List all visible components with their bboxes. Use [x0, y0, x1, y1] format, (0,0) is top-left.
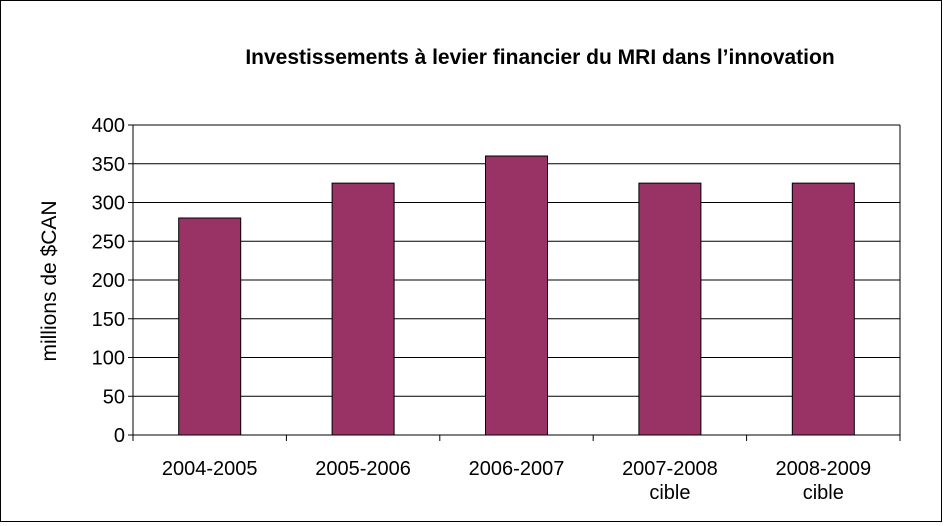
- y-axis-label: millions de $CAN: [38, 200, 61, 361]
- y-tick-label: 300: [92, 193, 125, 215]
- bar: [178, 217, 242, 436]
- chart-title: Investissements à levier financier du MR…: [245, 46, 834, 69]
- x-tick-label: 2006-2007: [469, 458, 565, 480]
- y-tick-label: 350: [92, 154, 125, 176]
- y-tick-label: 400: [92, 115, 125, 137]
- y-tick-label: 250: [92, 231, 125, 253]
- bar: [791, 182, 855, 436]
- y-tick-label: 200: [92, 270, 125, 292]
- y-tick-label: 50: [103, 386, 125, 408]
- x-tick-label: 2004-2005: [162, 458, 258, 480]
- y-tick-label: 100: [92, 348, 125, 370]
- x-tick-label: 2007-2008 cible: [622, 458, 718, 504]
- bar: [485, 155, 548, 436]
- x-tick-label: 2008-2009 cible: [775, 458, 871, 504]
- y-tick-label: 150: [92, 309, 125, 331]
- y-tick-label: 0: [114, 425, 125, 447]
- bar: [638, 182, 702, 436]
- bar: [331, 182, 395, 436]
- x-tick-label: 2005-2006: [315, 458, 411, 480]
